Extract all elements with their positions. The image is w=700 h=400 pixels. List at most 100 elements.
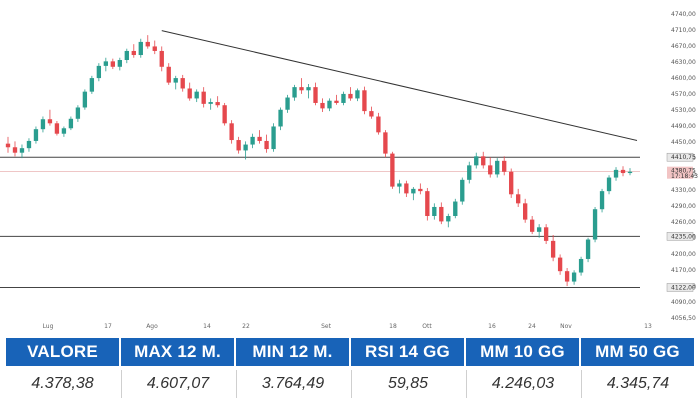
x-tick-label: Nov	[560, 323, 572, 330]
candle-body	[292, 87, 297, 98]
candle-body	[19, 148, 25, 153]
header-max-12m: MAX 12 M.	[121, 338, 234, 366]
candle-body	[502, 160, 507, 172]
x-tick-label: 14	[203, 323, 211, 330]
y-tick-label: 4490,00	[671, 123, 696, 130]
candle-body	[187, 88, 192, 99]
candle-body	[103, 61, 109, 66]
candle-body	[550, 240, 556, 258]
header-mm-10gg: MM 10 GG	[466, 338, 579, 366]
candle-body	[264, 140, 269, 150]
candle-body	[12, 147, 18, 153]
candle-body	[236, 140, 241, 151]
candle-body	[432, 206, 437, 216]
candle-body	[299, 87, 304, 91]
candle-body	[117, 60, 122, 67]
candle-body	[425, 191, 430, 216]
y-tick-label: 4260,00	[671, 219, 696, 226]
candle-body	[327, 100, 332, 109]
y-tick-label: 4200,00	[671, 251, 696, 258]
level-tag-label: 4410,75	[671, 154, 696, 161]
candle-body	[418, 188, 423, 192]
candle-body	[404, 183, 409, 194]
value-rsi-14gg: 59,85	[351, 370, 464, 398]
candle-body	[40, 119, 46, 130]
candle-body	[439, 206, 444, 222]
candle-body	[180, 78, 185, 89]
y-tick-label: 4600,00	[671, 75, 696, 82]
y-tick-label: 4740,00	[671, 11, 696, 18]
candle-body	[355, 90, 360, 99]
price-chart: 4740,00 4710,00 4670,00 4630,00 4600,00 4570,…	[0, 11, 698, 330]
candle-body	[557, 257, 563, 272]
y-tick-label: 4630,00	[671, 59, 696, 66]
candle-body	[341, 93, 346, 103]
x-tick-label: Set	[321, 323, 332, 330]
candle-body	[313, 87, 318, 103]
candle-body	[159, 50, 164, 67]
y-tick-label: 4090,00	[671, 299, 696, 306]
candlestick-chart-svg: 4740,00 4710,00 4670,00 4630,00 4600,00 4570,…	[0, 11, 698, 330]
candle-body	[397, 183, 402, 187]
candle-body	[564, 271, 570, 282]
candle-body	[145, 41, 150, 47]
candle-body	[523, 203, 528, 220]
y-tick-label: 4330,00	[671, 187, 696, 194]
candle-body	[467, 165, 472, 180]
x-tick-label: 16	[488, 323, 496, 330]
candle-body	[5, 143, 11, 148]
y-tick-label: 4056,50	[671, 315, 696, 322]
candle-body	[229, 123, 234, 141]
y-tick-label: 4450,00	[671, 139, 696, 146]
y-tick-label: 4170,00	[671, 267, 696, 274]
candle-body	[194, 91, 199, 99]
trendline	[161, 30, 638, 141]
candle-body	[453, 201, 458, 216]
candle-body	[495, 160, 500, 175]
candle-body	[243, 144, 248, 151]
candle-body	[278, 109, 283, 127]
candle-body	[89, 78, 95, 92]
candle-body	[571, 272, 577, 282]
x-tick-label: 22	[242, 323, 250, 330]
value-valore: 4.378,38	[31, 375, 94, 392]
y-tick-label: 4710,00	[671, 27, 696, 34]
candle-body	[606, 177, 612, 192]
candle-body	[446, 216, 451, 222]
candle-body	[138, 41, 143, 56]
candle-body	[201, 91, 206, 104]
candle-body	[68, 118, 74, 129]
stats-table: VALORE MAX 12 M. MIN 12 M. RSI 14 GG MM …	[6, 338, 694, 398]
current-price-label: 4380,75	[671, 168, 696, 175]
candle-body	[516, 194, 521, 204]
candle-body	[585, 239, 591, 259]
x-tick-label: 18	[389, 323, 397, 330]
candle-body	[474, 156, 479, 166]
candle-body	[82, 91, 88, 108]
candle-body	[362, 90, 367, 112]
y-tick-label: 4670,00	[671, 43, 696, 50]
candle-body	[26, 140, 32, 149]
candle-body	[257, 136, 262, 141]
candle-body	[369, 111, 374, 117]
candle-body	[376, 116, 381, 133]
candle-body	[54, 123, 60, 134]
candle-body	[509, 171, 514, 195]
candle-body	[271, 126, 276, 150]
candle-body	[110, 61, 115, 67]
candle-body	[334, 100, 339, 103]
candle-body	[33, 129, 39, 141]
x-tick-label: Lug	[43, 323, 54, 330]
candle-body	[411, 188, 416, 194]
header-valore: VALORE	[6, 338, 119, 366]
level-tag-1	[666, 232, 694, 241]
candle-body	[529, 219, 535, 232]
y-tick-label: 4570,00	[671, 91, 696, 98]
candle-body	[543, 227, 549, 241]
candle-body	[592, 209, 598, 240]
x-tick-label: Ott	[422, 323, 432, 330]
candle-body	[152, 46, 157, 51]
candle-body	[383, 132, 388, 154]
header-mm-50gg: MM 50 GG	[581, 338, 694, 366]
current-price-tag	[667, 166, 693, 179]
